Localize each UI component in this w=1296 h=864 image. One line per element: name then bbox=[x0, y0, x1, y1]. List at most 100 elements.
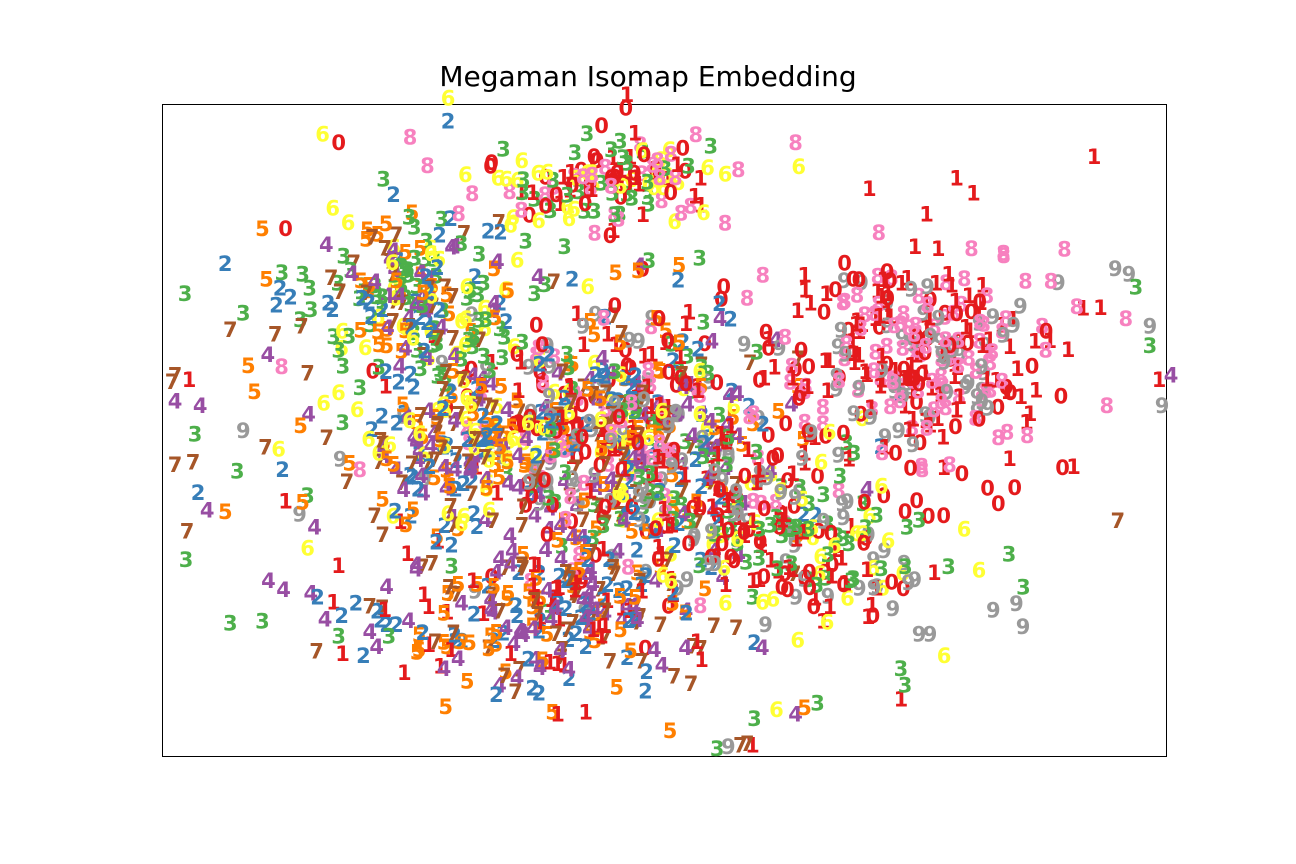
digit-marker: 9 bbox=[585, 418, 600, 442]
digit-marker: 0 bbox=[669, 373, 684, 397]
digit-marker: 7 bbox=[707, 614, 722, 638]
digit-marker: 2 bbox=[666, 349, 681, 373]
digit-marker: 9 bbox=[729, 480, 744, 504]
digit-marker: 8 bbox=[604, 174, 619, 198]
digit-marker: 3 bbox=[941, 555, 956, 579]
digit-marker: 8 bbox=[690, 379, 705, 403]
digit-marker: 3 bbox=[353, 376, 368, 400]
digit-marker: 9 bbox=[737, 333, 752, 357]
digit-marker-8: 8 bbox=[731, 158, 746, 182]
digit-marker: 1 bbox=[563, 375, 578, 399]
digit-marker: 3 bbox=[336, 354, 351, 378]
plot-frame bbox=[162, 104, 1167, 757]
digit-marker: 1 bbox=[631, 446, 646, 470]
digit-marker: 8 bbox=[1038, 339, 1053, 363]
digit-marker: 2 bbox=[467, 603, 482, 627]
digit-marker: 1 bbox=[617, 457, 632, 481]
digit-marker-6: 6 bbox=[316, 392, 331, 416]
digit-marker: 1 bbox=[565, 445, 580, 469]
digit-marker: 6 bbox=[663, 543, 678, 567]
digit-marker: 4 bbox=[632, 254, 647, 278]
digit-marker: 9 bbox=[637, 388, 652, 412]
digit-marker: 2 bbox=[609, 431, 624, 455]
digit-marker: 1 bbox=[1093, 296, 1108, 320]
digit-marker: 0 bbox=[608, 488, 623, 512]
digit-marker: 5 bbox=[444, 384, 459, 408]
digit-marker: 5 bbox=[666, 496, 681, 520]
digit-marker: 2 bbox=[630, 376, 645, 400]
digit-marker: 6 bbox=[350, 398, 365, 422]
digit-marker-7: 7 bbox=[168, 453, 183, 477]
digit-marker: 8 bbox=[547, 345, 562, 369]
digit-marker: 0 bbox=[635, 257, 650, 281]
digit-marker: 1 bbox=[822, 595, 837, 619]
digit-marker: 5 bbox=[548, 398, 563, 422]
digit-marker: 9 bbox=[680, 568, 695, 592]
digit-marker: 0 bbox=[630, 431, 645, 455]
digit-marker-3: 3 bbox=[1143, 334, 1158, 358]
digit-marker: 3 bbox=[636, 495, 651, 519]
digit-marker: 7 bbox=[615, 392, 630, 416]
digit-marker: 2 bbox=[218, 252, 233, 276]
digit-marker: 9 bbox=[751, 406, 766, 430]
digit-marker: 6 bbox=[555, 437, 570, 461]
digit-marker: 9 bbox=[834, 318, 849, 342]
digit-marker: 0 bbox=[1007, 476, 1022, 500]
digit-marker: 0 bbox=[639, 520, 654, 544]
digit-marker: 4 bbox=[557, 470, 572, 494]
digit-marker-0: 0 bbox=[278, 217, 293, 241]
digit-marker: 1 bbox=[644, 342, 659, 366]
digit-marker: 5 bbox=[659, 439, 674, 463]
digit-marker: 3 bbox=[681, 155, 696, 179]
digit-marker: 9 bbox=[643, 490, 658, 514]
digit-marker: 2 bbox=[691, 337, 706, 361]
digit-marker: 9 bbox=[730, 528, 745, 552]
digit-marker: 2 bbox=[430, 256, 445, 280]
digit-marker: 4 bbox=[585, 469, 600, 493]
digit-marker: 4 bbox=[694, 402, 709, 426]
digit-marker: 4 bbox=[617, 481, 632, 505]
digit-marker: 0 bbox=[575, 425, 590, 449]
digit-marker: 0 bbox=[365, 359, 380, 383]
digit-marker: 6 bbox=[618, 430, 633, 454]
digit-marker-4: 4 bbox=[437, 657, 452, 681]
digit-marker: 0 bbox=[719, 431, 734, 455]
digit-marker: 3 bbox=[900, 516, 915, 540]
digit-marker: 5 bbox=[386, 453, 401, 477]
digit-marker-5: 5 bbox=[293, 414, 308, 438]
digit-marker: 4 bbox=[318, 607, 333, 631]
digit-marker: 9 bbox=[587, 463, 602, 487]
digit-marker: 6 bbox=[701, 469, 716, 493]
digit-marker: 8 bbox=[850, 283, 865, 307]
digit-marker: 6 bbox=[507, 335, 522, 359]
digit-marker: 6 bbox=[620, 425, 635, 449]
digit-marker: 5 bbox=[726, 405, 741, 429]
digit-marker: 2 bbox=[403, 363, 418, 387]
digit-marker: 9 bbox=[435, 351, 450, 375]
digit-marker: 0 bbox=[483, 154, 498, 178]
digit-marker: 2 bbox=[638, 680, 653, 704]
digit-marker: 8 bbox=[663, 439, 678, 463]
digit-marker: 1 bbox=[682, 300, 697, 324]
digit-marker-4: 4 bbox=[451, 647, 466, 671]
digit-marker: 8 bbox=[543, 444, 558, 468]
digit-marker: 1 bbox=[919, 203, 934, 227]
digit-marker: 2 bbox=[432, 298, 447, 322]
digit-marker: 4 bbox=[569, 495, 584, 519]
digit-marker: 2 bbox=[509, 594, 524, 618]
digit-marker: 5 bbox=[493, 435, 508, 459]
digit-marker: 9 bbox=[333, 448, 348, 472]
digit-marker: 0 bbox=[794, 339, 809, 363]
digit-marker-4: 4 bbox=[362, 620, 377, 644]
digit-marker: 3 bbox=[557, 235, 572, 259]
digit-marker: 0 bbox=[439, 396, 454, 420]
digit-marker: 2 bbox=[388, 500, 403, 524]
digit-marker: 0 bbox=[540, 523, 555, 547]
digit-marker: 7 bbox=[455, 368, 470, 392]
digit-marker: 9 bbox=[730, 502, 745, 526]
digit-marker: 5 bbox=[658, 319, 673, 343]
digit-marker: 6 bbox=[957, 517, 972, 541]
digit-marker: 2 bbox=[321, 291, 336, 315]
digit-marker: 0 bbox=[936, 504, 951, 528]
digit-marker: 0 bbox=[564, 510, 579, 534]
